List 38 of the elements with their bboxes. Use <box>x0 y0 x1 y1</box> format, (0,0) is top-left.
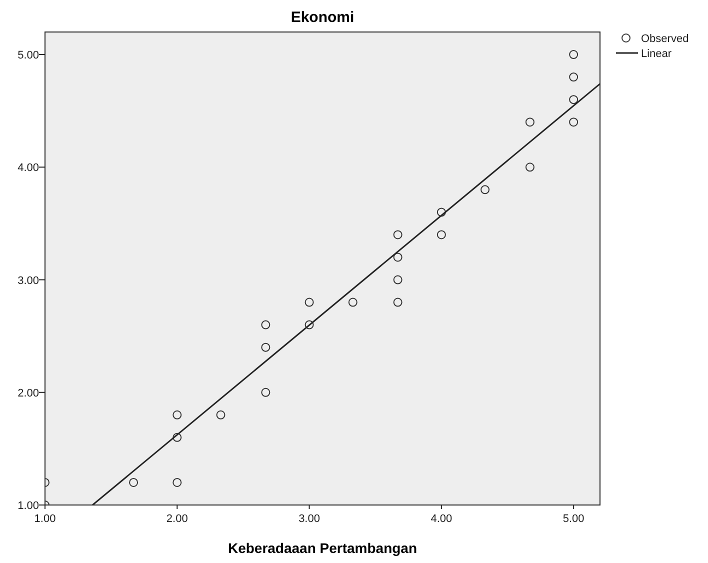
point <box>393 230 402 240</box>
point <box>261 342 270 352</box>
point <box>393 275 402 284</box>
y-tick-label: 4.00 <box>18 162 39 174</box>
point <box>436 230 446 240</box>
legend-label: Observed <box>641 33 689 45</box>
point <box>569 72 578 82</box>
point <box>569 50 578 60</box>
point <box>261 388 270 397</box>
point <box>261 320 270 330</box>
x-tick-label: 4.00 <box>430 513 452 525</box>
point <box>480 185 490 194</box>
point <box>569 95 578 104</box>
point <box>172 432 182 442</box>
point <box>304 320 314 330</box>
y-tick-label: 3.00 <box>18 274 39 287</box>
point <box>129 478 138 487</box>
x-axis-title: Keberadaaan Pertambangan <box>228 540 418 556</box>
point <box>393 298 402 307</box>
y-tick-label: 2.00 <box>18 387 39 400</box>
legend-label: Linear <box>641 48 672 60</box>
point <box>172 478 182 487</box>
point <box>525 118 534 127</box>
x-tick-label: 3.00 <box>298 513 320 525</box>
point <box>348 298 358 307</box>
point <box>172 410 182 420</box>
point <box>216 410 226 420</box>
y-tick-label: 1.00 <box>18 500 39 512</box>
point <box>304 298 314 307</box>
point <box>393 252 402 262</box>
x-tick-label: 5.00 <box>562 513 584 525</box>
x-tick-label: 2.00 <box>166 513 188 525</box>
x-tick-label: 1.00 <box>34 513 56 525</box>
point <box>525 162 534 172</box>
chart-title: Ekonomi <box>290 9 354 26</box>
point <box>436 208 446 217</box>
y-tick-label: 5.00 <box>18 50 39 62</box>
point <box>569 118 578 127</box>
